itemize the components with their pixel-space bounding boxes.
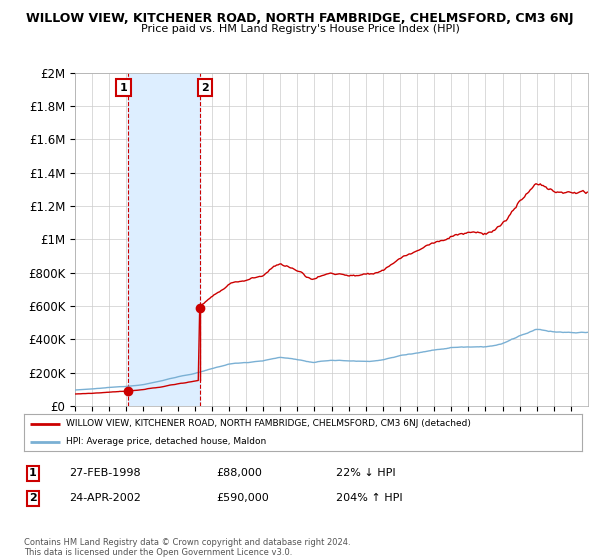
Text: HPI: Average price, detached house, Maldon: HPI: Average price, detached house, Mald…	[66, 437, 266, 446]
Text: WILLOW VIEW, KITCHENER ROAD, NORTH FAMBRIDGE, CHELMSFORD, CM3 6NJ (detached): WILLOW VIEW, KITCHENER ROAD, NORTH FAMBR…	[66, 419, 471, 428]
Text: 1: 1	[29, 468, 37, 478]
Text: 204% ↑ HPI: 204% ↑ HPI	[336, 493, 403, 503]
Text: 27-FEB-1998: 27-FEB-1998	[69, 468, 140, 478]
Text: £590,000: £590,000	[216, 493, 269, 503]
Text: 1: 1	[119, 83, 127, 93]
Text: 2: 2	[201, 83, 209, 93]
Text: Contains HM Land Registry data © Crown copyright and database right 2024.
This d: Contains HM Land Registry data © Crown c…	[24, 538, 350, 557]
Bar	[128, 73, 200, 406]
Text: 22% ↓ HPI: 22% ↓ HPI	[336, 468, 395, 478]
Text: WILLOW VIEW, KITCHENER ROAD, NORTH FAMBRIDGE, CHELMSFORD, CM3 6NJ: WILLOW VIEW, KITCHENER ROAD, NORTH FAMBR…	[26, 12, 574, 25]
Text: £88,000: £88,000	[216, 468, 262, 478]
Text: 2: 2	[29, 493, 37, 503]
Text: Price paid vs. HM Land Registry's House Price Index (HPI): Price paid vs. HM Land Registry's House …	[140, 24, 460, 34]
Text: 24-APR-2002: 24-APR-2002	[69, 493, 141, 503]
